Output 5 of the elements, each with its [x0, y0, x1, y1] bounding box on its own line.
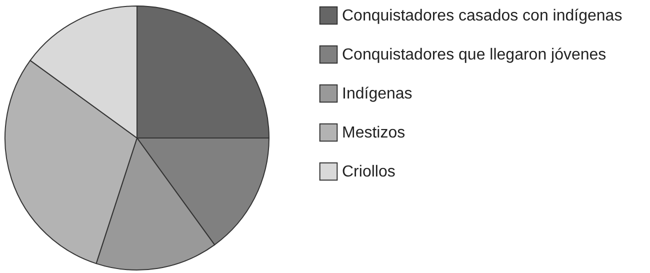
legend-label: Conquistadores casados con indígenas	[342, 8, 622, 24]
legend-label: Mestizos	[342, 124, 406, 142]
legend-label: Indígenas	[342, 86, 412, 102]
legend-label: Conquistadores que llegaron jóvenes	[342, 46, 606, 64]
legend-label: Criollos	[342, 164, 396, 180]
